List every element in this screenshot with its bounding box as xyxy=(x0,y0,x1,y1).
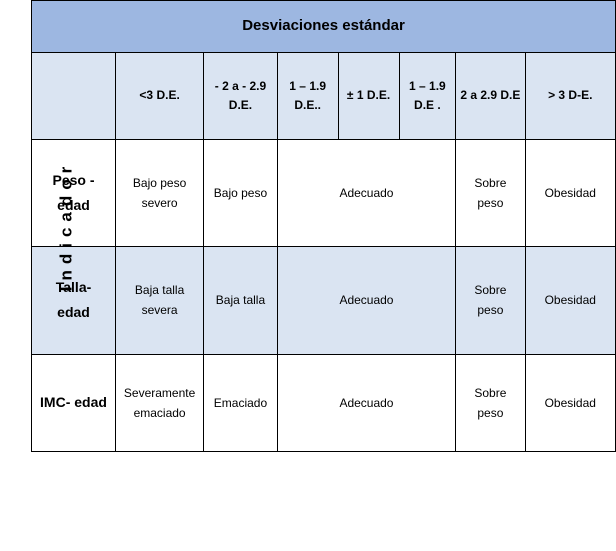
table-title-cell: Desviaciones estándar xyxy=(32,1,616,53)
cell-imc-6: Obesidad xyxy=(525,354,615,452)
side-label-cell: Indicador xyxy=(0,1,32,452)
col-header-3: ± 1 D.E. xyxy=(338,52,399,139)
title-row: Indicador Desviaciones estándar xyxy=(0,1,616,53)
header-row: <3 D.E. - 2 a - 2.9 D.E. 1 – 1.9 D.E.. ±… xyxy=(0,52,616,139)
cell-imc-1: Emaciado xyxy=(204,354,278,452)
cell-peso-mid: Adecuado xyxy=(277,139,456,246)
corner-blank xyxy=(32,52,116,139)
col-header-4: 1 – 1.9 D.E . xyxy=(399,52,456,139)
cell-talla-1: Baja talla xyxy=(204,247,278,354)
cell-peso-6: Obesidad xyxy=(525,139,615,246)
sd-table: Indicador Desviaciones estándar <3 D.E. … xyxy=(0,0,616,452)
cell-peso-1: Bajo peso xyxy=(204,139,278,246)
col-header-6: > 3 D-E. xyxy=(525,52,615,139)
cell-peso-5: Sobre peso xyxy=(456,139,525,246)
cell-talla-0: Baja talla severa xyxy=(116,247,204,354)
row-header-imc: IMC- edad xyxy=(32,354,116,452)
cell-talla-mid: Adecuado xyxy=(277,247,456,354)
cell-talla-6: Obesidad xyxy=(525,247,615,354)
col-header-2: 1 – 1.9 D.E.. xyxy=(277,52,338,139)
col-header-1: - 2 a - 2.9 D.E. xyxy=(204,52,278,139)
cell-imc-0: Severamente emaciado xyxy=(116,354,204,452)
cell-imc-mid: Adecuado xyxy=(277,354,456,452)
data-row-peso: Peso - edad Bajo peso severo Bajo peso A… xyxy=(0,139,616,246)
col-header-0: <3 D.E. xyxy=(116,52,204,139)
col-header-5: 2 a 2.9 D.E xyxy=(456,52,525,139)
side-label: Indicador xyxy=(56,161,76,292)
data-row-talla: Talla- edad Baja talla severa Baja talla… xyxy=(0,247,616,354)
cell-imc-5: Sobre peso xyxy=(456,354,525,452)
data-row-imc: IMC- edad Severamente emaciado Emaciado … xyxy=(0,354,616,452)
cell-peso-0: Bajo peso severo xyxy=(116,139,204,246)
cell-talla-5: Sobre peso xyxy=(456,247,525,354)
